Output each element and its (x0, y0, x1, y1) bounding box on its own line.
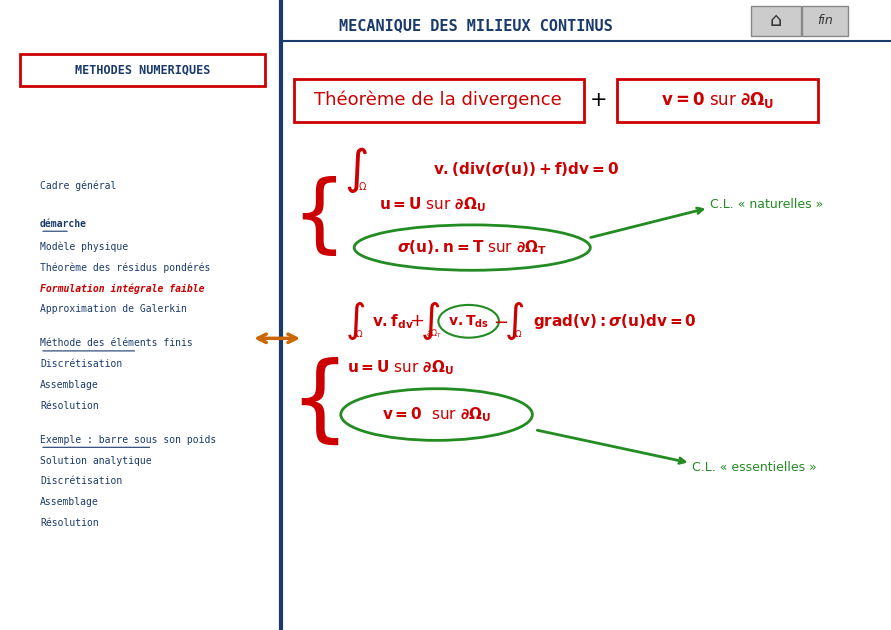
Text: $\mathbf{grad(v):\boldsymbol{\sigma}(u)dv = 0}$: $\mathbf{grad(v):\boldsymbol{\sigma}(u)d… (533, 312, 697, 331)
Text: METHODES NUMERIQUES: METHODES NUMERIQUES (75, 64, 210, 76)
Text: $_{\Omega}$: $_{\Omega}$ (358, 179, 367, 193)
Text: Formulation intégrale faible: Formulation intégrale faible (40, 284, 205, 294)
Text: C.L. « naturelles »: C.L. « naturelles » (710, 198, 823, 211)
Text: $\mathbf{v.T_{ds}}$: $\mathbf{v.T_{ds}}$ (448, 313, 489, 329)
Text: Théorème de la divergence: Théorème de la divergence (315, 91, 562, 110)
FancyBboxPatch shape (751, 6, 801, 36)
Text: $\boldsymbol{\sigma}\mathbf{(u).n = T\ \mathrm{sur}\ \partial\Omega_T}$: $\boldsymbol{\sigma}\mathbf{(u).n = T\ \… (397, 238, 547, 257)
Text: $\int$: $\int$ (421, 301, 440, 342)
Text: MECANIQUE DES MILIEUX CONTINUS: MECANIQUE DES MILIEUX CONTINUS (339, 18, 612, 33)
Text: Assemblage: Assemblage (40, 497, 99, 507)
Text: Exemple : barre sous son poids: Exemple : barre sous son poids (40, 435, 217, 445)
Text: $\mathbf{u = U\ \mathrm{sur}\ \partial\Omega_U}$: $\mathbf{u = U\ \mathrm{sur}\ \partial\O… (347, 358, 454, 377)
FancyBboxPatch shape (802, 6, 848, 36)
Text: Solution analytique: Solution analytique (40, 455, 151, 466)
Text: démarche: démarche (40, 219, 87, 229)
Text: Théorème des résidus pondérés: Théorème des résidus pondérés (40, 263, 210, 273)
Text: Approximation de Galerkin: Approximation de Galerkin (40, 304, 187, 314)
Text: ⌂: ⌂ (770, 11, 782, 30)
Text: $-$: $-$ (494, 312, 508, 330)
Text: $\int$: $\int$ (345, 301, 364, 342)
Text: $\mathbf{v = 0\ \mathrm{sur}\ \partial\Omega_U}$: $\mathbf{v = 0\ \mathrm{sur}\ \partial\O… (661, 90, 775, 110)
Text: $_{\partial\Omega_T}$: $_{\partial\Omega_T}$ (426, 327, 442, 341)
Text: Discrétisation: Discrétisation (40, 359, 122, 369)
Text: Résolution: Résolution (40, 401, 99, 411)
Text: Modèle physique: Modèle physique (40, 242, 128, 252)
Text: Résolution: Résolution (40, 518, 99, 528)
Text: $\mathbf{u = U\ \mathrm{sur}\ \partial\Omega_U}$: $\mathbf{u = U\ \mathrm{sur}\ \partial\O… (379, 195, 486, 214)
Ellipse shape (355, 225, 591, 270)
Text: $\mathbf{v.f_{dv}}$: $\mathbf{v.f_{dv}}$ (372, 312, 414, 331)
Text: Méthode des éléments finis: Méthode des éléments finis (40, 338, 192, 348)
Text: $_{\Omega}$: $_{\Omega}$ (514, 328, 523, 340)
Text: $+$: $+$ (410, 312, 424, 330)
Text: Discrétisation: Discrétisation (40, 476, 122, 486)
Ellipse shape (341, 389, 533, 440)
Text: $\int$: $\int$ (345, 145, 368, 195)
Text: {: { (289, 357, 349, 449)
FancyBboxPatch shape (294, 79, 584, 122)
Text: Cadre général: Cadre général (40, 181, 117, 191)
FancyBboxPatch shape (617, 79, 818, 122)
Text: fin: fin (817, 14, 833, 27)
Text: $_{\Omega}$: $_{\Omega}$ (355, 328, 364, 340)
Text: $\int$: $\int$ (504, 301, 524, 342)
Text: C.L. « essentielles »: C.L. « essentielles » (692, 461, 817, 474)
Text: +: + (590, 90, 608, 110)
FancyBboxPatch shape (20, 54, 265, 86)
Text: {: { (291, 176, 347, 259)
Text: Assemblage: Assemblage (40, 380, 99, 390)
Ellipse shape (438, 305, 499, 338)
Text: $\mathbf{v.(div(\boldsymbol{\sigma}(u)) + f)dv = 0}$: $\mathbf{v.(div(\boldsymbol{\sigma}(u)) … (433, 160, 618, 178)
Text: $\mathbf{v = 0\ \ \mathrm{sur}\ \partial\Omega_U}$: $\mathbf{v = 0\ \ \mathrm{sur}\ \partial… (382, 405, 491, 424)
